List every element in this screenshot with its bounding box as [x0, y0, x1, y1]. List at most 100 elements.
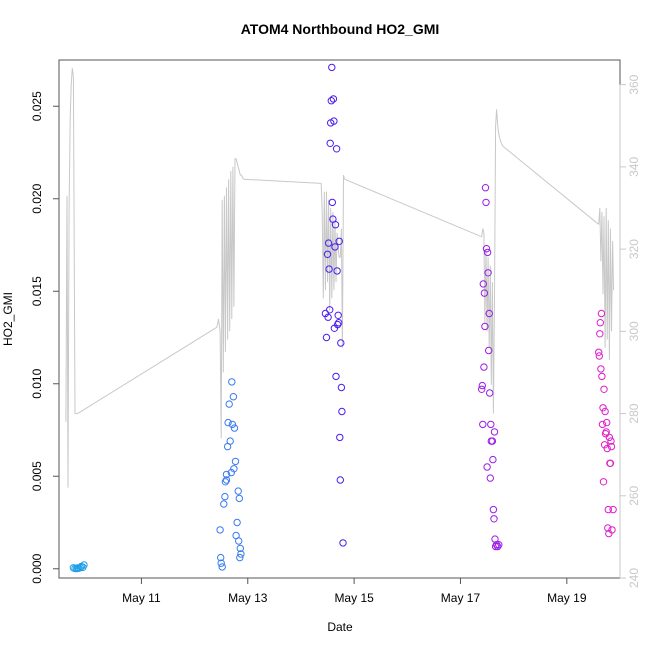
- data-point-g5-17: [603, 444, 611, 453]
- data-point-g2-18: [230, 424, 239, 432]
- data-point-g2-7: [221, 478, 230, 486]
- data-point-g3-28: [337, 339, 345, 347]
- line-segment-3: [320, 174, 346, 348]
- data-point-g5-12: [600, 441, 609, 449]
- y-tick-label: 0.010: [30, 368, 44, 398]
- right-tick-label: 320: [627, 239, 641, 259]
- data-point-g2-24: [235, 494, 244, 503]
- data-point-g4-6: [480, 289, 489, 297]
- data-point-g4-17: [486, 474, 494, 482]
- y-tick-label: 0.015: [30, 276, 44, 306]
- y-axis-label: HO2_GMI: [1, 292, 15, 346]
- x-axis: May 11 May 13 May 15 May 17 May 19: [122, 577, 587, 605]
- y-tick-label: 0.000: [30, 553, 44, 583]
- data-point-g4-13: [484, 269, 492, 277]
- data-point-g3-26: [336, 433, 344, 442]
- line-connector-4: [502, 145, 600, 225]
- data-point-g3-19: [332, 372, 340, 381]
- data-point-g3-20: [332, 145, 341, 153]
- data-point-g4-12: [483, 248, 492, 257]
- scatter-series: [69, 63, 617, 573]
- plot-frame: [58, 59, 621, 579]
- data-point-g4-23: [490, 515, 498, 523]
- data-point-g3-8: [326, 139, 334, 148]
- data-point-g2-13: [227, 468, 236, 477]
- data-point-g3-4: [324, 313, 332, 321]
- y-tick-label: 0.005: [30, 461, 44, 491]
- data-point-g2-2: [217, 553, 225, 562]
- x-axis-label: Date: [327, 620, 353, 634]
- data-point-g4-16: [486, 389, 494, 397]
- data-point-g4-11: [483, 463, 491, 471]
- data-point-g3-7: [326, 306, 334, 314]
- line-connector-1: [77, 326, 218, 414]
- data-point-g3-18: [331, 221, 340, 229]
- line-segment-1: [65, 68, 78, 488]
- data-point-g4-7: [481, 322, 489, 331]
- data-point-g3-15: [330, 117, 338, 125]
- y-axis: 0.000 0.005 0.010 0.015 0.020 0.025: [30, 91, 60, 584]
- data-point-g2-27: [237, 550, 245, 558]
- data-point-g4-18: [487, 420, 495, 429]
- data-point-g2-10: [224, 418, 232, 427]
- data-point-g5-23: [606, 459, 615, 467]
- line-segment-2: [216, 158, 244, 439]
- data-point-g2-3: [217, 559, 225, 567]
- data-point-g2-25: [236, 553, 244, 562]
- y-tick-label: 0.020: [30, 183, 44, 213]
- data-point-g5-4: [596, 319, 604, 327]
- data-point-g2-4: [218, 563, 226, 571]
- data-point-g2-11: [225, 400, 233, 408]
- data-point-g3-5: [324, 239, 333, 247]
- data-point-g5-1: [595, 348, 603, 356]
- data-point-g4-10: [482, 245, 491, 253]
- line-connector-2: [243, 178, 322, 184]
- data-point-g5-10: [599, 478, 608, 486]
- data-point-g4-28: [494, 542, 502, 551]
- data-point-g2-21: [233, 518, 241, 527]
- line-segment-5: [598, 207, 615, 361]
- data-point-g2-15: [228, 420, 237, 429]
- data-point-g5-9: [599, 404, 607, 412]
- chart-title: ATOM4 Northbound HO2_GMI: [241, 21, 440, 37]
- data-point-g5-7: [598, 372, 606, 381]
- data-point-g5-15: [602, 428, 610, 436]
- data-point-g2-28: [222, 476, 231, 484]
- data-point-g2-16: [229, 393, 238, 401]
- data-point-g4-20: [488, 437, 497, 445]
- data-point-g4-24: [490, 428, 499, 436]
- data-point-g2-22: [234, 487, 242, 495]
- data-point-g4-27: [492, 541, 501, 549]
- data-point-g3-27: [336, 476, 344, 484]
- data-point-g3-11: [328, 63, 336, 72]
- x-tick-label: May 11: [122, 591, 161, 605]
- right-axis-line-series: [65, 68, 615, 488]
- data-point-g3-14: [329, 95, 338, 103]
- data-point-g3-2: [322, 333, 331, 342]
- right-tick-label: 340: [627, 157, 641, 177]
- y-tick-label: 0.025: [30, 91, 44, 121]
- data-point-g5-16: [603, 418, 611, 427]
- data-point-g5-25: [607, 442, 616, 451]
- data-point-g3-12: [328, 198, 336, 207]
- data-point-g5-3: [596, 330, 604, 338]
- data-point-g3-6: [325, 265, 333, 273]
- data-point-g2-23: [235, 537, 243, 545]
- data-point-g4-15: [485, 309, 493, 318]
- data-point-g2-19: [231, 457, 240, 466]
- data-point-g4-2: [478, 381, 486, 390]
- data-point-g5-21: [605, 433, 614, 442]
- data-point-g5-11: [600, 385, 608, 393]
- data-point-g2-17: [230, 465, 238, 473]
- data-point-g5-27: [609, 505, 617, 514]
- data-point-g5-19: [604, 505, 612, 514]
- x-tick-label: May 13: [228, 591, 268, 605]
- data-point-g5-13: [601, 407, 609, 416]
- data-point-g4-4: [479, 280, 487, 288]
- right-tick-label: 280: [627, 403, 641, 423]
- data-point-g4-5: [480, 363, 488, 371]
- right-tick-label: 260: [627, 485, 641, 505]
- line-connector-3: [344, 178, 482, 238]
- data-point-g2-6: [221, 492, 229, 501]
